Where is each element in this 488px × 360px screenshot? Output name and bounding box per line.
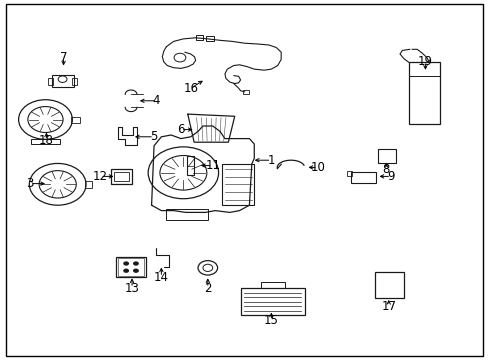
- Bar: [31, 139, 60, 144]
- Bar: [52, 75, 74, 87]
- Text: 15: 15: [264, 314, 278, 327]
- Bar: [110, 169, 132, 184]
- Text: 13: 13: [124, 282, 139, 294]
- Bar: [195, 35, 203, 40]
- Text: 10: 10: [310, 161, 325, 174]
- Text: 7: 7: [60, 51, 67, 64]
- Bar: [187, 156, 194, 175]
- Text: 14: 14: [154, 271, 168, 284]
- Text: 3: 3: [26, 177, 34, 190]
- Bar: [72, 78, 77, 85]
- Bar: [71, 117, 80, 123]
- Text: 12: 12: [93, 170, 107, 183]
- Text: 2: 2: [203, 282, 211, 294]
- Bar: [118, 258, 143, 276]
- Text: 1: 1: [267, 154, 275, 167]
- Text: 16: 16: [183, 82, 198, 95]
- Bar: [374, 272, 403, 298]
- Bar: [242, 90, 249, 94]
- Bar: [84, 181, 92, 188]
- Bar: [260, 282, 285, 288]
- Text: 5: 5: [150, 130, 158, 143]
- Bar: [346, 171, 351, 176]
- Bar: [222, 164, 254, 205]
- Text: 17: 17: [381, 300, 395, 312]
- Bar: [241, 288, 304, 315]
- Bar: [48, 78, 53, 85]
- Bar: [350, 172, 375, 183]
- Bar: [408, 62, 439, 124]
- Circle shape: [123, 261, 129, 266]
- Circle shape: [133, 269, 139, 273]
- Bar: [114, 172, 128, 181]
- Text: 6: 6: [177, 123, 184, 136]
- Bar: [166, 209, 207, 220]
- Circle shape: [123, 269, 129, 273]
- Circle shape: [133, 261, 139, 266]
- Bar: [378, 149, 395, 163]
- Text: 9: 9: [386, 170, 394, 183]
- Text: 11: 11: [205, 159, 220, 172]
- Text: 18: 18: [39, 134, 54, 147]
- Text: 4: 4: [152, 94, 160, 107]
- Bar: [116, 257, 145, 277]
- Text: 8: 8: [382, 163, 389, 176]
- Text: 19: 19: [417, 55, 432, 68]
- Bar: [206, 36, 214, 41]
